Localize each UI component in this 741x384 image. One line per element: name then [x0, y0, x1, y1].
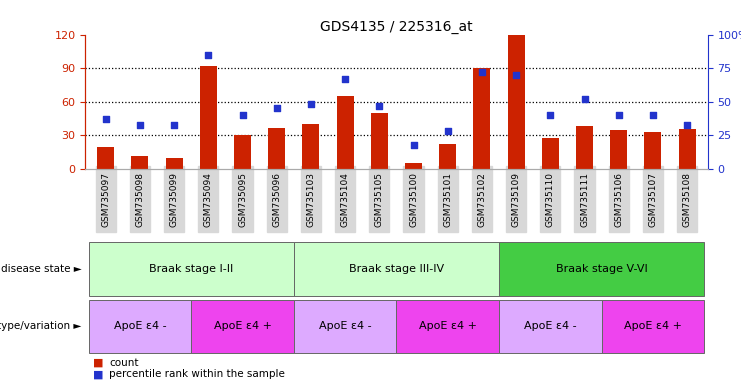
Bar: [294, 300, 396, 353]
Bar: [499, 242, 704, 296]
Bar: [405, 163, 422, 169]
Point: [270, 106, 282, 112]
Bar: [576, 126, 593, 169]
Text: ApoE ε4 +: ApoE ε4 +: [213, 321, 271, 331]
Point: [647, 112, 659, 118]
Bar: [645, 132, 662, 169]
Text: Braak stage V-VI: Braak stage V-VI: [556, 264, 648, 274]
Text: ApoE ε4 +: ApoE ε4 +: [419, 321, 476, 331]
Point: [442, 128, 453, 134]
Text: ■: ■: [93, 369, 103, 379]
Point: [408, 142, 419, 148]
Point: [579, 96, 591, 102]
Text: ApoE ε4 -: ApoE ε4 -: [113, 321, 166, 331]
Point: [681, 121, 693, 127]
Bar: [131, 156, 148, 169]
Text: count: count: [109, 358, 139, 368]
Bar: [439, 144, 456, 169]
Point: [100, 116, 112, 122]
Text: genotype/variation ►: genotype/variation ►: [0, 321, 82, 331]
Bar: [336, 96, 353, 169]
Text: percentile rank within the sample: percentile rank within the sample: [109, 369, 285, 379]
Bar: [89, 300, 191, 353]
Text: Braak stage I-II: Braak stage I-II: [149, 264, 233, 274]
Bar: [370, 113, 388, 169]
Bar: [508, 35, 525, 169]
Point: [202, 52, 214, 58]
Point: [134, 121, 146, 127]
Text: disease state ►: disease state ►: [1, 264, 82, 274]
Bar: [602, 300, 704, 353]
Point: [613, 112, 625, 118]
Point: [305, 101, 317, 108]
Point: [476, 69, 488, 75]
Text: ApoE ε4 +: ApoE ε4 +: [624, 321, 682, 331]
Point: [373, 103, 385, 109]
Bar: [473, 68, 491, 169]
Bar: [89, 242, 294, 296]
Text: Braak stage III-IV: Braak stage III-IV: [349, 264, 444, 274]
Title: GDS4135 / 225316_at: GDS4135 / 225316_at: [320, 20, 473, 33]
Bar: [165, 158, 183, 169]
Bar: [200, 66, 217, 169]
Text: ■: ■: [93, 358, 103, 368]
Text: ApoE ε4 -: ApoE ε4 -: [319, 321, 371, 331]
Bar: [191, 300, 294, 353]
Bar: [294, 242, 499, 296]
Point: [339, 76, 351, 82]
Point: [236, 112, 248, 118]
Bar: [268, 127, 285, 169]
Bar: [234, 136, 251, 169]
Bar: [302, 124, 319, 169]
Text: ApoE ε4 -: ApoE ε4 -: [524, 321, 576, 331]
Bar: [542, 137, 559, 169]
Bar: [499, 300, 602, 353]
Bar: [610, 130, 628, 169]
Point: [511, 72, 522, 78]
Point: [545, 112, 556, 118]
Point: [168, 121, 180, 127]
Bar: [679, 129, 696, 169]
Bar: [396, 300, 499, 353]
Bar: [97, 147, 114, 169]
